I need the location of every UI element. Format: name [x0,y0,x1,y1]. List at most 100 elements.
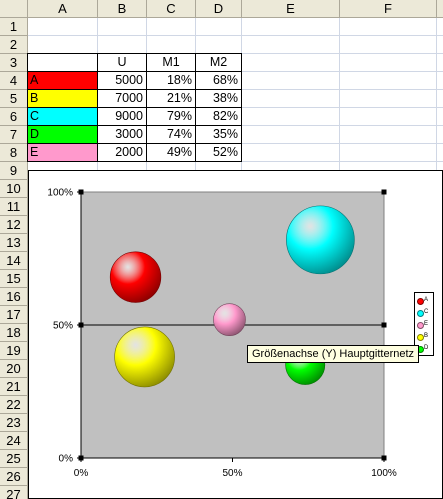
plot-area-handle [78,455,84,461]
m1-cell[interactable]: 74% [166,127,192,141]
m1-cell[interactable]: 21% [166,91,192,105]
y-tick-label: 0% [59,454,74,465]
row-header-26[interactable]: 26 [0,468,28,486]
chart-plot-svg: 0%0% 50% 50% 100% 100% [47,188,397,480]
x-tick-label: 0% [74,468,89,479]
u-cell[interactable]: 2000 [115,145,143,159]
table-row-border [27,107,242,108]
column-header-g[interactable]: G [437,0,443,18]
row-header-1[interactable]: 1 [0,18,28,36]
row-header-17[interactable]: 17 [0,306,28,324]
bubble-a [109,251,162,303]
header-cell-m1[interactable]: M1 [162,55,180,69]
m2-cell[interactable]: 52% [212,145,238,159]
row-gridline [28,35,443,36]
m1-cell[interactable]: 79% [166,109,192,123]
column-header-e[interactable]: E [242,0,340,18]
legend-marker-icon [417,298,424,305]
row-header-5[interactable]: 5 [0,90,28,108]
legend-item-b[interactable]: B [417,332,433,341]
m1-cell[interactable]: 49% [166,145,192,159]
row-header-13[interactable]: 13 [0,234,28,252]
gridline-tooltip: Größenachse (Y) Hauptgitternetz [247,345,420,363]
column-header-b[interactable]: B [98,0,147,18]
m2-cell[interactable]: 35% [212,127,238,141]
legend-label: B [424,333,429,339]
row-header-11[interactable]: 11 [0,198,28,216]
row-header-18[interactable]: 18 [0,324,28,342]
row-header-12[interactable]: 12 [0,216,28,234]
label-cell-b[interactable]: B [28,90,97,107]
select-all-corner[interactable] [0,0,28,18]
y-tick-label: 100% [47,188,73,199]
row-header-25[interactable]: 25 [0,450,28,468]
row-header-8[interactable]: 8 [0,144,28,162]
label-cell-d[interactable]: D [28,126,97,143]
row-header-7[interactable]: 7 [0,126,28,144]
label-cell-a[interactable]: A [28,72,97,89]
plot-area-handle [381,455,387,461]
row-header-24[interactable]: 24 [0,432,28,450]
bubble-chart[interactable]: 0% 0% 50% 50% 100% 100% [28,170,443,499]
row-header-4[interactable]: 4 [0,72,28,90]
gridline-selection-handle [381,322,387,328]
header-cell-m2[interactable]: M2 [209,55,228,69]
legend-item-c[interactable]: C [417,308,433,317]
table-row-border [27,89,242,90]
m1-cell[interactable]: 18% [166,73,192,87]
row-header-9[interactable]: 9 [0,162,28,180]
column-header-a[interactable]: A [28,0,98,18]
row-header-2[interactable]: 2 [0,36,28,54]
row-header-19[interactable]: 19 [0,342,28,360]
plot-area-handle [381,189,387,195]
table-row-border [27,143,242,144]
u-cell[interactable]: 5000 [115,73,143,87]
u-cell[interactable]: 7000 [115,91,143,105]
legend-marker-icon [417,334,424,341]
legend-item-d[interactable]: D [417,344,433,353]
row-header-10[interactable]: 10 [0,180,28,198]
row-header-21[interactable]: 21 [0,378,28,396]
legend-label: A [424,297,429,303]
row-header-23[interactable]: 23 [0,414,28,432]
row-header-22[interactable]: 22 [0,396,28,414]
legend-label: C [424,309,429,315]
legend-marker-icon [417,310,424,317]
gridline-selection-handle [78,322,84,328]
plot-area-handle [78,189,84,195]
table-row-border [27,71,242,72]
row-gridline [28,161,443,162]
column-header-d[interactable]: D [196,0,242,18]
column-header-c[interactable]: C [147,0,196,18]
legend-item-a[interactable]: A [417,296,433,305]
legend-label: E [424,321,429,327]
x-tick-label: 100% [371,468,397,479]
legend-item-e[interactable]: E [417,320,433,329]
bubble-b [114,326,175,388]
y-tick-label: 50% [53,321,73,332]
u-cell[interactable]: 9000 [115,109,143,123]
row-header-20[interactable]: 20 [0,360,28,378]
row-header-6[interactable]: 6 [0,108,28,126]
table-row-border [27,125,242,126]
legend-marker-icon [417,322,424,329]
row-header-15[interactable]: 15 [0,270,28,288]
bubble-c [286,205,355,275]
m2-cell[interactable]: 82% [212,109,238,123]
m2-cell[interactable]: 38% [212,91,238,105]
legend-label: D [424,345,429,351]
u-cell[interactable]: 3000 [115,127,143,141]
header-cell-u[interactable]: U [117,55,127,69]
m2-cell[interactable]: 68% [212,73,238,87]
row-header-3[interactable]: 3 [0,54,28,72]
row-header-14[interactable]: 14 [0,252,28,270]
row-header-27[interactable]: 27 [0,486,28,499]
column-header-f[interactable]: F [340,0,437,18]
row-header-16[interactable]: 16 [0,288,28,306]
bubble-e [213,303,246,337]
label-cell-e[interactable]: E [28,144,97,161]
x-tick-label: 50% [222,468,242,479]
label-cell-c[interactable]: C [28,108,97,125]
